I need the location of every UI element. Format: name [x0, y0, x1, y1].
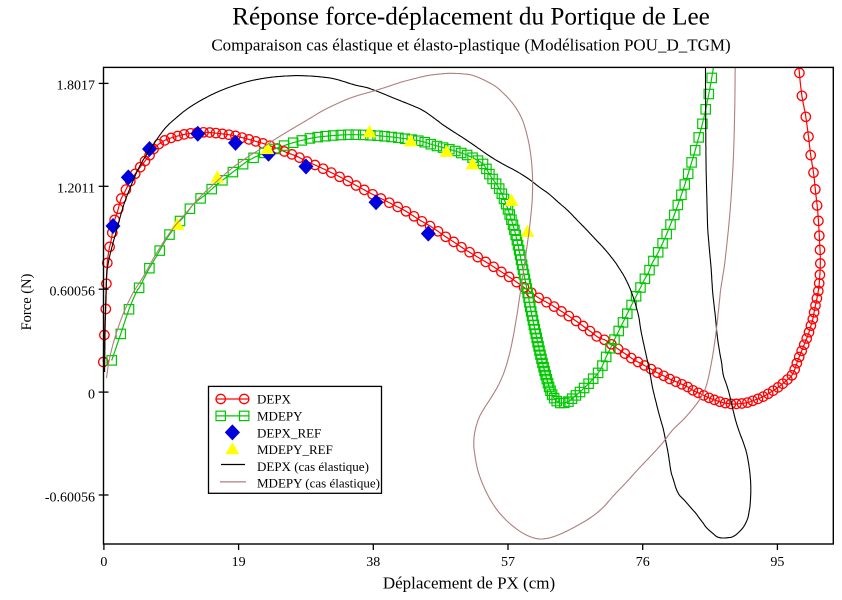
- svg-text:76: 76: [636, 555, 650, 570]
- svg-text:Comparaison cas élastique et é: Comparaison cas élastique et élasto-plas…: [211, 35, 730, 54]
- svg-text:0.60056: 0.60056: [50, 285, 96, 300]
- svg-text:MDEPY: MDEPY: [257, 409, 303, 424]
- svg-text:DEPX_REF: DEPX_REF: [257, 425, 321, 440]
- svg-text:DEPX: DEPX: [257, 392, 292, 407]
- svg-text:Déplacement de PX (cm): Déplacement de PX (cm): [383, 574, 555, 593]
- svg-text:1.2011: 1.2011: [57, 182, 95, 197]
- svg-text:MDEPY_REF: MDEPY_REF: [257, 442, 333, 457]
- svg-text:19: 19: [232, 555, 246, 570]
- svg-text:Force (N): Force (N): [19, 273, 35, 330]
- svg-text:0: 0: [100, 555, 107, 570]
- svg-text:MDEPY (cas élastique): MDEPY (cas élastique): [257, 476, 380, 491]
- svg-text:57: 57: [501, 555, 515, 570]
- svg-text:-0.60056: -0.60056: [45, 490, 95, 505]
- svg-text:1.8017: 1.8017: [57, 79, 96, 94]
- svg-text:38: 38: [366, 555, 380, 570]
- svg-text:DEPX (cas élastique): DEPX (cas élastique): [257, 459, 369, 474]
- svg-text:Réponse force-déplacement du P: Réponse force-déplacement du Portique de…: [232, 4, 710, 31]
- svg-text:0: 0: [88, 387, 95, 402]
- svg-text:95: 95: [770, 555, 784, 570]
